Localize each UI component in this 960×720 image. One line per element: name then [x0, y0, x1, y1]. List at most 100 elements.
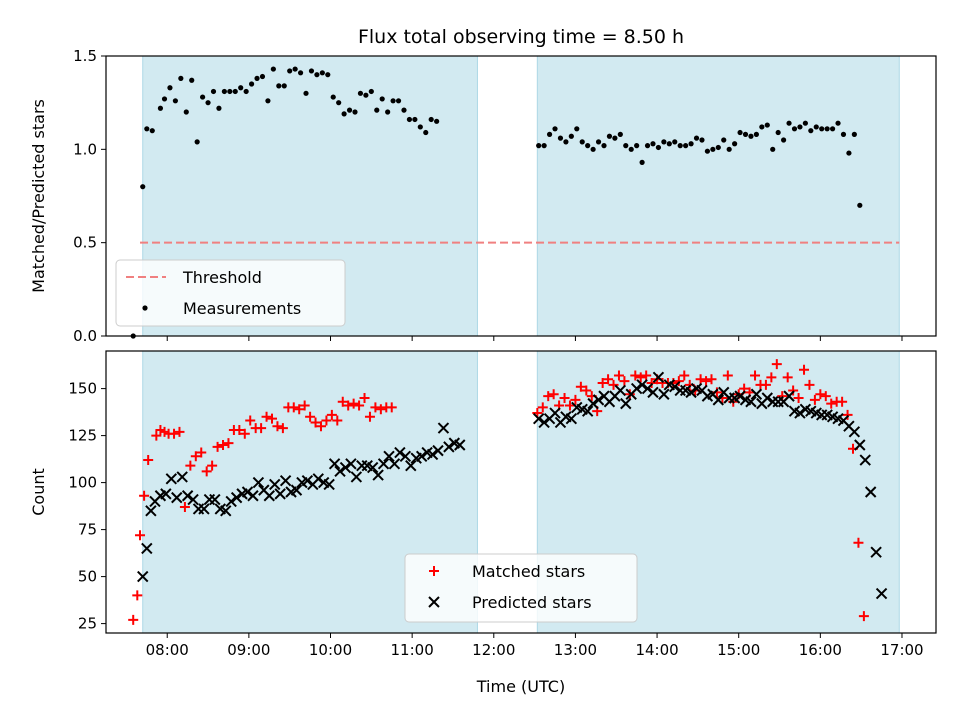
top-point [254, 75, 260, 81]
top-point [248, 81, 255, 87]
bottom-point [613, 370, 624, 381]
top-point [395, 98, 402, 104]
bottom-point [310, 417, 321, 428]
bottom-point [350, 471, 363, 483]
bottom-point [570, 394, 581, 405]
bottom-point [241, 486, 254, 498]
bottom-series-0 [128, 359, 869, 625]
bottom-point [252, 476, 265, 489]
bottom-series-1 [137, 371, 888, 600]
top-point [617, 131, 623, 137]
top-point [846, 150, 852, 156]
top-point [693, 135, 700, 141]
bottom-y-tick-label: 75 [78, 521, 97, 539]
bottom-point [145, 505, 157, 517]
bottom-point [597, 377, 608, 388]
bottom-point [366, 461, 379, 474]
x-tick-label: 16:00 [799, 641, 842, 659]
bottom-point [538, 416, 550, 429]
bottom-y-tick-label: 25 [78, 615, 97, 633]
top-point [406, 116, 413, 123]
top-point [786, 120, 792, 126]
top-point [368, 88, 374, 95]
bottom-point [619, 376, 630, 387]
bottom-point [750, 370, 761, 381]
bottom-point [864, 486, 877, 498]
top-point [791, 126, 798, 132]
bottom-point [415, 450, 428, 462]
top-panel: 0.0 0.5 1.0 1.5 Matched/Predicted stars Thres… [29, 47, 937, 345]
bottom-point [658, 388, 670, 400]
bottom-point [646, 377, 657, 388]
top-point [423, 129, 429, 136]
bottom-point [543, 391, 554, 402]
bottom-point [581, 385, 592, 396]
top-point [672, 139, 678, 145]
bottom-axes-frame [105, 350, 937, 634]
bottom-point [174, 426, 185, 437]
bottom-point [565, 412, 578, 425]
bottom-point [587, 397, 599, 410]
bottom-point [321, 415, 332, 426]
bottom-point [305, 411, 316, 422]
top-point [634, 143, 640, 149]
bottom-point [383, 450, 395, 462]
top-point [595, 139, 602, 145]
bottom-y-tick-label: 125 [68, 427, 97, 445]
bottom-point [348, 398, 359, 409]
bottom-point [171, 491, 183, 504]
bottom-point [135, 530, 146, 541]
bottom-point [179, 502, 190, 513]
bottom-point [701, 376, 712, 387]
bottom-point [315, 421, 326, 432]
bottom-point [870, 546, 882, 558]
bottom-point [875, 587, 888, 600]
x-tick-label: 11:00 [391, 641, 434, 659]
bottom-point [132, 590, 143, 601]
top-series-1 [130, 66, 863, 339]
bottom-point [564, 400, 575, 411]
top-point [428, 116, 434, 123]
top-point [704, 148, 711, 154]
top-point [352, 109, 358, 115]
bottom-point [377, 458, 390, 470]
top-point [748, 133, 754, 139]
top-point [666, 141, 672, 147]
top-point [857, 202, 863, 208]
top-point [270, 66, 276, 72]
bottom-point [799, 364, 810, 375]
top-point [357, 90, 364, 96]
top-point [601, 143, 607, 149]
bottom-point [294, 404, 305, 415]
top-point [819, 126, 825, 132]
top-point [319, 70, 325, 76]
top-point [401, 107, 407, 113]
bottom-point [375, 404, 386, 415]
bottom-point [706, 374, 717, 385]
top-point [144, 126, 150, 132]
bottom-point [234, 424, 245, 435]
bottom-point [256, 423, 267, 434]
bottom-point [652, 371, 665, 384]
bottom-point [207, 460, 218, 471]
top-point [292, 66, 298, 72]
top-y-tick-label: 1.5 [73, 47, 97, 65]
top-point [612, 135, 618, 141]
top-point [303, 90, 309, 96]
bottom-y-tick-label: 100 [68, 474, 97, 492]
bottom-point [712, 394, 725, 406]
bottom-point [139, 490, 150, 501]
top-point [308, 68, 315, 74]
bottom-point [388, 458, 401, 470]
bottom-point [581, 405, 594, 417]
bottom-point [858, 611, 869, 622]
bottom-point [669, 381, 681, 393]
bottom-point [761, 392, 773, 404]
top-point [417, 124, 423, 130]
bottom-point [187, 493, 199, 506]
bottom-point [837, 396, 848, 407]
top-point [374, 107, 380, 113]
bottom-point [181, 490, 194, 502]
legend-label: Matched stars [472, 562, 585, 581]
bottom-point [630, 370, 641, 381]
